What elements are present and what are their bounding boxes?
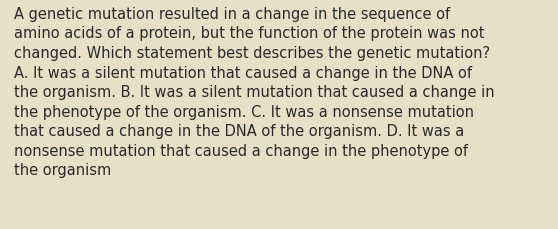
Text: A genetic mutation resulted in a change in the sequence of
amino acids of a prot: A genetic mutation resulted in a change … <box>14 7 494 178</box>
